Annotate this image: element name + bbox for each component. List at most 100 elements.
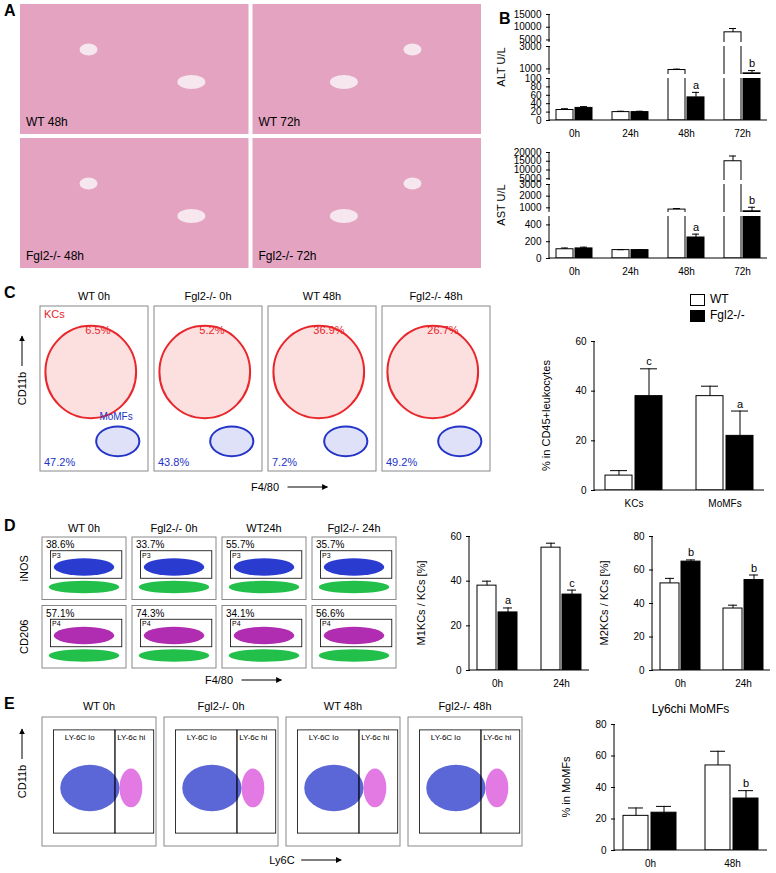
svg-text:MoMFs: MoMFs (99, 411, 132, 422)
svg-text:10000: 10000 (514, 21, 542, 32)
svg-text:% in CD45+leukocytes: % in CD45+leukocytes (540, 360, 552, 471)
svg-text:LY-6c hi: LY-6c hi (361, 733, 389, 742)
svg-text:3000: 3000 (519, 179, 542, 190)
svg-text:a: a (693, 79, 700, 91)
svg-text:Fgl2-/- 0h: Fgl2-/- 0h (150, 522, 197, 534)
svg-text:CD206: CD206 (18, 620, 30, 654)
svg-text:20: 20 (450, 620, 462, 631)
svg-text:0: 0 (456, 665, 462, 676)
svg-text:74.3%: 74.3% (136, 608, 164, 619)
svg-text:a: a (693, 221, 700, 233)
svg-text:c: c (646, 355, 652, 367)
svg-text:40: 40 (595, 782, 607, 793)
svg-text:E: E (4, 695, 15, 712)
svg-text:AST U/L: AST U/L (495, 184, 507, 225)
svg-text:0: 0 (639, 665, 645, 676)
svg-text:0h: 0h (675, 678, 686, 689)
svg-text:Fgl2-/- 72h: Fgl2-/- 72h (259, 249, 317, 263)
svg-text:100: 100 (525, 73, 542, 84)
svg-text:iNOS: iNOS (18, 555, 30, 581)
svg-text:60: 60 (633, 564, 645, 575)
svg-text:Fgl2-/- 0h: Fgl2-/- 0h (184, 290, 231, 302)
svg-text:P4: P4 (232, 620, 241, 627)
svg-text:WT 72h: WT 72h (259, 115, 301, 129)
svg-text:KCs: KCs (44, 308, 65, 320)
svg-text:% in MoMFs: % in MoMFs (560, 756, 572, 818)
svg-text:ALT U/L: ALT U/L (495, 47, 507, 86)
svg-text:WT 0h: WT 0h (78, 290, 110, 302)
svg-text:CD11b: CD11b (16, 372, 28, 405)
svg-text:WT 0h: WT 0h (83, 700, 115, 712)
svg-text:WT 48h: WT 48h (324, 700, 362, 712)
svg-text:6.5%: 6.5% (85, 324, 110, 336)
svg-text:60: 60 (575, 336, 587, 347)
svg-text:40: 40 (450, 575, 462, 586)
svg-text:D: D (4, 517, 16, 534)
svg-text:WT 0h: WT 0h (68, 522, 100, 534)
svg-text:b: b (749, 57, 755, 69)
svg-text:B: B (499, 10, 511, 27)
svg-text:35.7%: 35.7% (316, 539, 344, 550)
svg-text:48h: 48h (678, 128, 695, 139)
svg-text:40: 40 (575, 385, 587, 396)
svg-text:WT 48h: WT 48h (26, 115, 68, 129)
svg-text:P4: P4 (322, 620, 331, 627)
svg-text:KCs: KCs (625, 498, 644, 509)
svg-text:b: b (688, 546, 694, 558)
svg-text:26.7%: 26.7% (427, 324, 458, 336)
svg-text:0: 0 (536, 253, 542, 264)
svg-text:72h: 72h (734, 266, 751, 277)
svg-text:24h: 24h (622, 266, 639, 277)
svg-text:43.8%: 43.8% (158, 456, 189, 468)
svg-text:Fgl2-/- 0h: Fgl2-/- 0h (197, 700, 244, 712)
svg-text:33.7%: 33.7% (136, 539, 164, 550)
svg-text:F4/80: F4/80 (251, 481, 279, 493)
svg-text:200: 200 (525, 236, 542, 247)
svg-text:b: b (749, 194, 755, 206)
svg-text:0h: 0h (645, 858, 656, 869)
svg-text:60: 60 (595, 750, 607, 761)
svg-text:P4: P4 (142, 620, 151, 627)
svg-text:LY-6c hi: LY-6c hi (483, 733, 511, 742)
svg-text:a: a (505, 594, 512, 606)
svg-text:80: 80 (595, 719, 607, 730)
svg-text:M2KCs / KCs [%]: M2KCs / KCs [%] (598, 561, 610, 646)
svg-text:MoMFs: MoMFs (708, 498, 741, 509)
svg-text:LY-6C lo: LY-6C lo (65, 733, 95, 742)
svg-text:LY-6c hi: LY-6c hi (239, 733, 267, 742)
svg-text:A: A (4, 2, 16, 19)
svg-text:P3: P3 (142, 552, 151, 559)
svg-text:72h: 72h (734, 128, 751, 139)
svg-text:2000: 2000 (519, 190, 542, 201)
svg-text:20: 20 (633, 631, 645, 642)
svg-text:c: c (569, 577, 575, 589)
svg-text:WT 48h: WT 48h (303, 290, 341, 302)
svg-text:38.6%: 38.6% (46, 539, 74, 550)
svg-text:0: 0 (601, 845, 607, 856)
svg-text:60: 60 (450, 531, 462, 542)
svg-text:47.2%: 47.2% (44, 456, 75, 468)
svg-text:7.2%: 7.2% (272, 456, 297, 468)
svg-text:M1KCs / KCs [%]: M1KCs / KCs [%] (415, 561, 427, 646)
svg-text:F4/80: F4/80 (205, 674, 233, 686)
svg-text:Fgl2-/- 48h: Fgl2-/- 48h (26, 249, 84, 263)
svg-text:Ly6C: Ly6C (269, 854, 294, 866)
svg-text:0h: 0h (569, 128, 580, 139)
svg-text:b: b (743, 777, 749, 789)
svg-text:0h: 0h (492, 678, 503, 689)
svg-text:57.1%: 57.1% (46, 608, 74, 619)
svg-text:3000: 3000 (519, 41, 542, 52)
svg-text:80: 80 (633, 531, 645, 542)
svg-text:24h: 24h (735, 678, 752, 689)
svg-text:P4: P4 (52, 620, 61, 627)
svg-text:36.9%: 36.9% (313, 324, 344, 336)
svg-text:LY-6C lo: LY-6C lo (187, 733, 217, 742)
svg-text:LY-6C lo: LY-6C lo (309, 733, 339, 742)
svg-text:56.6%: 56.6% (316, 608, 344, 619)
svg-text:20000: 20000 (514, 147, 542, 158)
svg-text:Fgl2-/- 48h: Fgl2-/- 48h (409, 290, 462, 302)
svg-text:P3: P3 (232, 552, 241, 559)
svg-text:1000: 1000 (519, 202, 542, 213)
svg-text:49.2%: 49.2% (386, 456, 417, 468)
svg-text:b: b (751, 562, 757, 574)
